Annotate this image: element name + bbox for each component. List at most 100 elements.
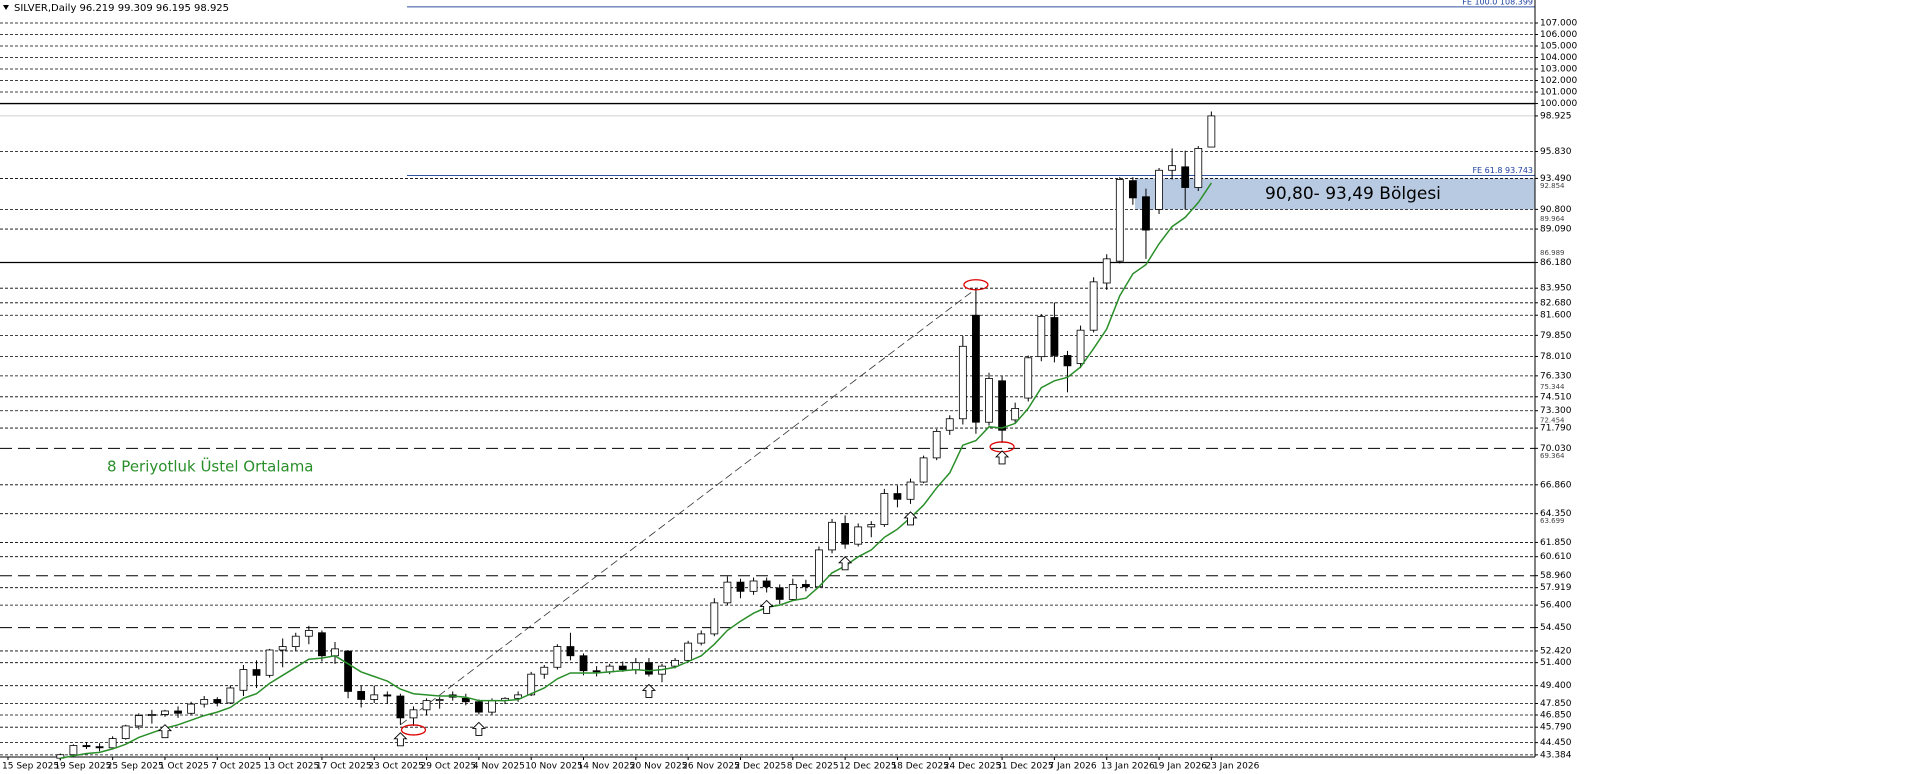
y-tick-label: 103.000 (1540, 65, 1577, 75)
candle-body (788, 584, 797, 600)
y-tick-label: 90.800 (1540, 205, 1572, 215)
candle-body (697, 633, 706, 644)
x-tick-label: 18 Dec 2025 (891, 762, 949, 772)
y-tick-label: 102.000 (1540, 76, 1577, 86)
candle-body (566, 646, 575, 657)
candle-body (396, 695, 405, 719)
candle-body (331, 648, 339, 657)
candle-body (1050, 317, 1059, 356)
y-tick-label: 46.850 (1540, 711, 1572, 721)
x-tick-label: 31 Dec 2025 (996, 762, 1054, 772)
candle-body (880, 493, 889, 526)
candle-body (239, 669, 248, 691)
minor-tick-label: 92.854 (1540, 182, 1565, 190)
y-tick-label: 100.000 (1540, 99, 1577, 109)
fibo-label: FE 100.0 108.399 (1462, 0, 1533, 6)
candle-body (998, 380, 1006, 431)
trend-line (400, 288, 977, 726)
y-tick-label: 64.350 (1540, 509, 1572, 519)
candle-body (932, 431, 941, 459)
candle-body (553, 646, 562, 668)
candle-body (579, 655, 588, 672)
chart-title: SILVER,Daily 96.219 99.309 96.195 98.925 (14, 3, 229, 14)
candle-body (762, 580, 771, 588)
highlight-ellipse (963, 279, 989, 291)
y-tick-label: 56.400 (1540, 601, 1572, 611)
y-tick-label: 73.300 (1540, 406, 1572, 416)
x-tick-label: 13 Oct 2025 (264, 762, 320, 772)
candle-body (161, 710, 169, 715)
candle-body (344, 650, 352, 692)
candle-body (69, 745, 78, 756)
minor-tick-label: 72.454 (1540, 416, 1565, 424)
up-arrow (393, 732, 408, 747)
candle-body (1207, 115, 1216, 148)
candle-body (906, 481, 915, 500)
candle-body (775, 587, 784, 600)
ema-line (60, 182, 1213, 759)
ema-label: 8 Periyotluk Üstel Ortalama (107, 457, 314, 476)
x-tick-label: 7 Jan 2026 (1048, 762, 1096, 772)
x-tick-label: 19 Jan 2026 (1153, 762, 1207, 772)
candle-body (213, 699, 222, 704)
y-tick-label: 43.384 (1540, 750, 1572, 760)
minor-tick-label: 63.699 (1540, 517, 1565, 525)
candle-body (684, 642, 693, 661)
zone-label: 90,80- 93,49 Bölgesi (1265, 184, 1441, 204)
candle-body (121, 725, 130, 739)
candle-body (671, 659, 679, 667)
up-arrow (641, 683, 657, 698)
candle-body (265, 649, 274, 676)
up-arrow (903, 511, 918, 526)
candle-body (474, 701, 483, 713)
candle-body (318, 632, 326, 657)
candle-body (174, 710, 182, 714)
candle-body (1089, 281, 1098, 331)
up-arrow (157, 724, 173, 739)
y-tick-label: 70.030 (1540, 444, 1572, 454)
y-tick-label: 95.830 (1540, 147, 1572, 157)
candle-body (592, 670, 601, 673)
y-tick-label: 93.490 (1540, 174, 1572, 184)
candle-body (134, 715, 143, 727)
y-tick-label: 57.919 (1540, 583, 1572, 593)
y-tick-label: 74.510 (1540, 392, 1572, 402)
candle-body (1168, 165, 1177, 171)
x-tick-label: 26 Nov 2025 (682, 762, 740, 772)
x-tick-label: 8 Dec 2025 (787, 762, 839, 772)
candle-body (1037, 315, 1046, 358)
header-icon (3, 5, 9, 10)
candle-body (828, 521, 836, 551)
x-tick-label: 14 Nov 2025 (578, 762, 636, 772)
candle-body (645, 662, 653, 675)
candle-body (1181, 166, 1190, 188)
y-tick-label: 83.950 (1540, 284, 1572, 294)
x-tick-label: 10 Nov 2025 (525, 762, 583, 772)
y-tick-label: 76.330 (1540, 371, 1572, 381)
x-tick-label: 12 Dec 2025 (839, 762, 897, 772)
x-tick-label: 23 Jan 2026 (1205, 762, 1259, 772)
y-tick-label: 101.000 (1540, 88, 1577, 98)
candle-body (867, 524, 876, 528)
y-tick-label: 44.450 (1540, 738, 1572, 748)
candle-body (304, 630, 313, 637)
candle-body (357, 691, 366, 700)
candle-body (710, 602, 719, 635)
candle-body (461, 697, 470, 703)
candle-body (1155, 169, 1163, 210)
x-tick-label: 25 Sep 2025 (107, 762, 164, 772)
candle-body (749, 580, 758, 592)
minor-tick-label: 75.344 (1540, 383, 1565, 391)
candle-body (540, 666, 549, 675)
candle-body (409, 709, 418, 719)
candle-body (187, 703, 196, 714)
minor-tick-label: 86.989 (1540, 249, 1565, 257)
y-tick-label: 52.420 (1540, 646, 1572, 656)
y-tick-label: 47.850 (1540, 699, 1572, 709)
candle-body (815, 549, 823, 588)
y-tick-label: 104.000 (1540, 53, 1577, 63)
candle-body (527, 673, 536, 696)
x-tick-label: 20 Nov 2025 (630, 762, 688, 772)
candle-body (200, 699, 209, 705)
